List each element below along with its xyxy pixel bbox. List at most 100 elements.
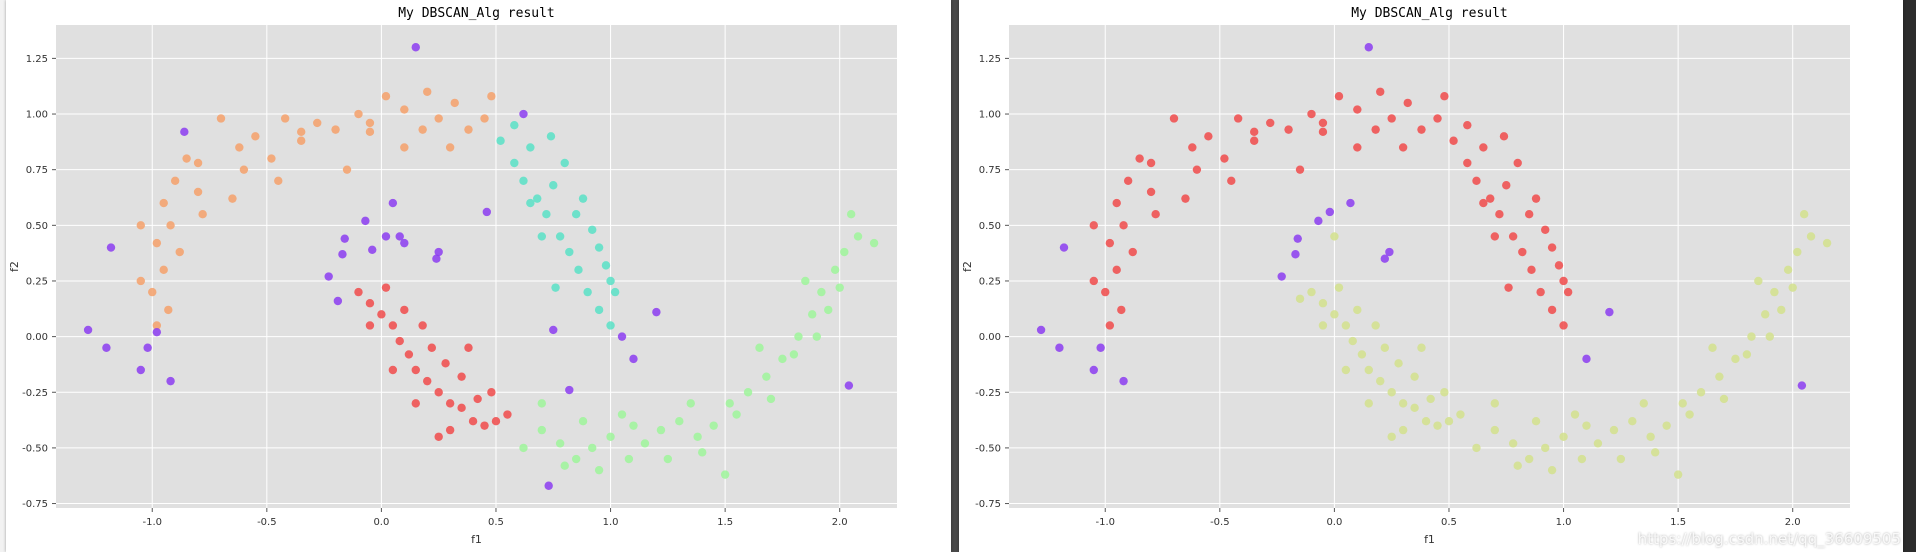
scatter-point bbox=[365, 299, 375, 308]
scatter-point bbox=[1318, 299, 1328, 308]
scatter-point bbox=[720, 470, 730, 479]
scatter-point bbox=[869, 238, 879, 248]
scatter-point bbox=[1101, 287, 1110, 297]
scatter-point bbox=[164, 305, 173, 315]
y-tick-label: 0.75 bbox=[26, 165, 48, 176]
scatter-point bbox=[594, 305, 604, 315]
scatter-point bbox=[1628, 416, 1637, 426]
scatter-point bbox=[537, 232, 547, 241]
y-tick-label: 1.00 bbox=[979, 110, 1001, 121]
scatter-point bbox=[411, 43, 420, 52]
scatter-point bbox=[1747, 332, 1756, 341]
scatter-point bbox=[1518, 247, 1527, 257]
scatter-point bbox=[519, 176, 528, 186]
scatter-point bbox=[510, 120, 519, 130]
scatter-point bbox=[1490, 399, 1500, 408]
scatter-point bbox=[606, 276, 615, 286]
scatter-point bbox=[1146, 187, 1156, 197]
scatter-point bbox=[1582, 421, 1591, 430]
x-tick-label: 0.0 bbox=[373, 517, 389, 528]
scatter-point bbox=[526, 198, 535, 208]
scatter-point bbox=[1105, 321, 1115, 330]
y-tick-label: 0.25 bbox=[26, 276, 48, 287]
scatter-point bbox=[1119, 221, 1128, 230]
scatter-point bbox=[1364, 399, 1373, 408]
scatter-point bbox=[313, 118, 322, 128]
data-points bbox=[83, 43, 879, 490]
scatter-point bbox=[1433, 421, 1442, 430]
scatter-point bbox=[853, 232, 863, 241]
scatter-point bbox=[555, 439, 565, 448]
scatter-point bbox=[434, 388, 443, 397]
scatter-point bbox=[1417, 343, 1426, 352]
scatter-point bbox=[102, 343, 111, 352]
scatter-point bbox=[1616, 454, 1626, 464]
scatter-point bbox=[693, 432, 702, 441]
scatter-point bbox=[835, 283, 844, 292]
y-tick-label: -0.25 bbox=[975, 388, 1001, 399]
scatter-point bbox=[1334, 283, 1344, 292]
scatter-point bbox=[588, 225, 597, 234]
y-tick-label: 0.00 bbox=[979, 332, 1001, 343]
scatter-point bbox=[594, 465, 604, 475]
scatter-point bbox=[464, 125, 473, 134]
scatter-point bbox=[434, 114, 443, 123]
scatter-point bbox=[193, 158, 203, 168]
scatter-point bbox=[1192, 165, 1202, 174]
scatter-point bbox=[487, 92, 496, 101]
y-tick-label: 1.25 bbox=[979, 54, 1001, 65]
scatter-point bbox=[1371, 321, 1380, 330]
series-1 bbox=[496, 120, 620, 330]
scatter-point bbox=[1341, 365, 1351, 375]
scatter-point bbox=[537, 425, 547, 435]
scatter-point bbox=[423, 376, 432, 386]
scatter-point bbox=[354, 109, 363, 119]
scatter-point bbox=[381, 232, 391, 241]
background-strip-right bbox=[1903, 0, 1916, 552]
scatter-point bbox=[1570, 410, 1580, 419]
scatter-point bbox=[846, 209, 856, 219]
scatter-point bbox=[423, 87, 432, 96]
scatter-point bbox=[1421, 416, 1431, 426]
scatter-point bbox=[1433, 114, 1442, 123]
x-axis-label: f1 bbox=[1424, 533, 1435, 546]
scatter-point bbox=[588, 443, 597, 453]
scatter-point bbox=[296, 127, 306, 137]
scatter-point bbox=[1117, 305, 1126, 315]
scatter-point bbox=[629, 421, 638, 430]
scatter-point bbox=[267, 154, 276, 163]
y-tick-labels: -0.75 -0.50 -0.25 0.00 0.25 0.50 0.75 1.00 1.25 bbox=[975, 54, 1001, 510]
scatter-point bbox=[239, 165, 249, 174]
scatter-point bbox=[480, 421, 489, 430]
scatter-point bbox=[1314, 216, 1323, 226]
scatter-point bbox=[400, 305, 409, 315]
series-1 bbox=[1295, 209, 1832, 479]
scatter-point bbox=[274, 176, 283, 186]
scatter-point bbox=[560, 461, 569, 470]
figure-window-right: -1.0 -0.5 0.0 0.5 1.0 1.5 2.0 -0.75 -0.50 -0.25 0.… bbox=[959, 0, 1903, 552]
scatter-point bbox=[789, 350, 799, 359]
scatter-point bbox=[331, 125, 340, 134]
scatter-point bbox=[519, 443, 528, 453]
scatter-point bbox=[324, 272, 333, 281]
scatter-point bbox=[1541, 225, 1550, 234]
scatter-point bbox=[606, 321, 615, 330]
scatter-point bbox=[594, 243, 604, 252]
x-tick-label: 0.0 bbox=[1326, 517, 1342, 528]
scatter-point bbox=[496, 136, 505, 145]
scatter-point bbox=[251, 132, 260, 141]
scatter-point bbox=[1123, 176, 1133, 186]
scatter-point bbox=[377, 310, 386, 319]
scatter-point bbox=[1593, 439, 1603, 448]
scatter-point bbox=[617, 410, 627, 419]
scatter-point bbox=[482, 207, 492, 217]
scatter-point bbox=[546, 132, 556, 141]
scatter-point bbox=[1486, 194, 1495, 203]
y-axis-label: f2 bbox=[961, 261, 974, 272]
scatter-point bbox=[388, 365, 398, 375]
scatter-point bbox=[1410, 372, 1419, 381]
scatter-point bbox=[1249, 127, 1259, 137]
scatter-point bbox=[1398, 399, 1408, 408]
scatter-point bbox=[1508, 439, 1518, 448]
scatter-point bbox=[606, 432, 615, 441]
